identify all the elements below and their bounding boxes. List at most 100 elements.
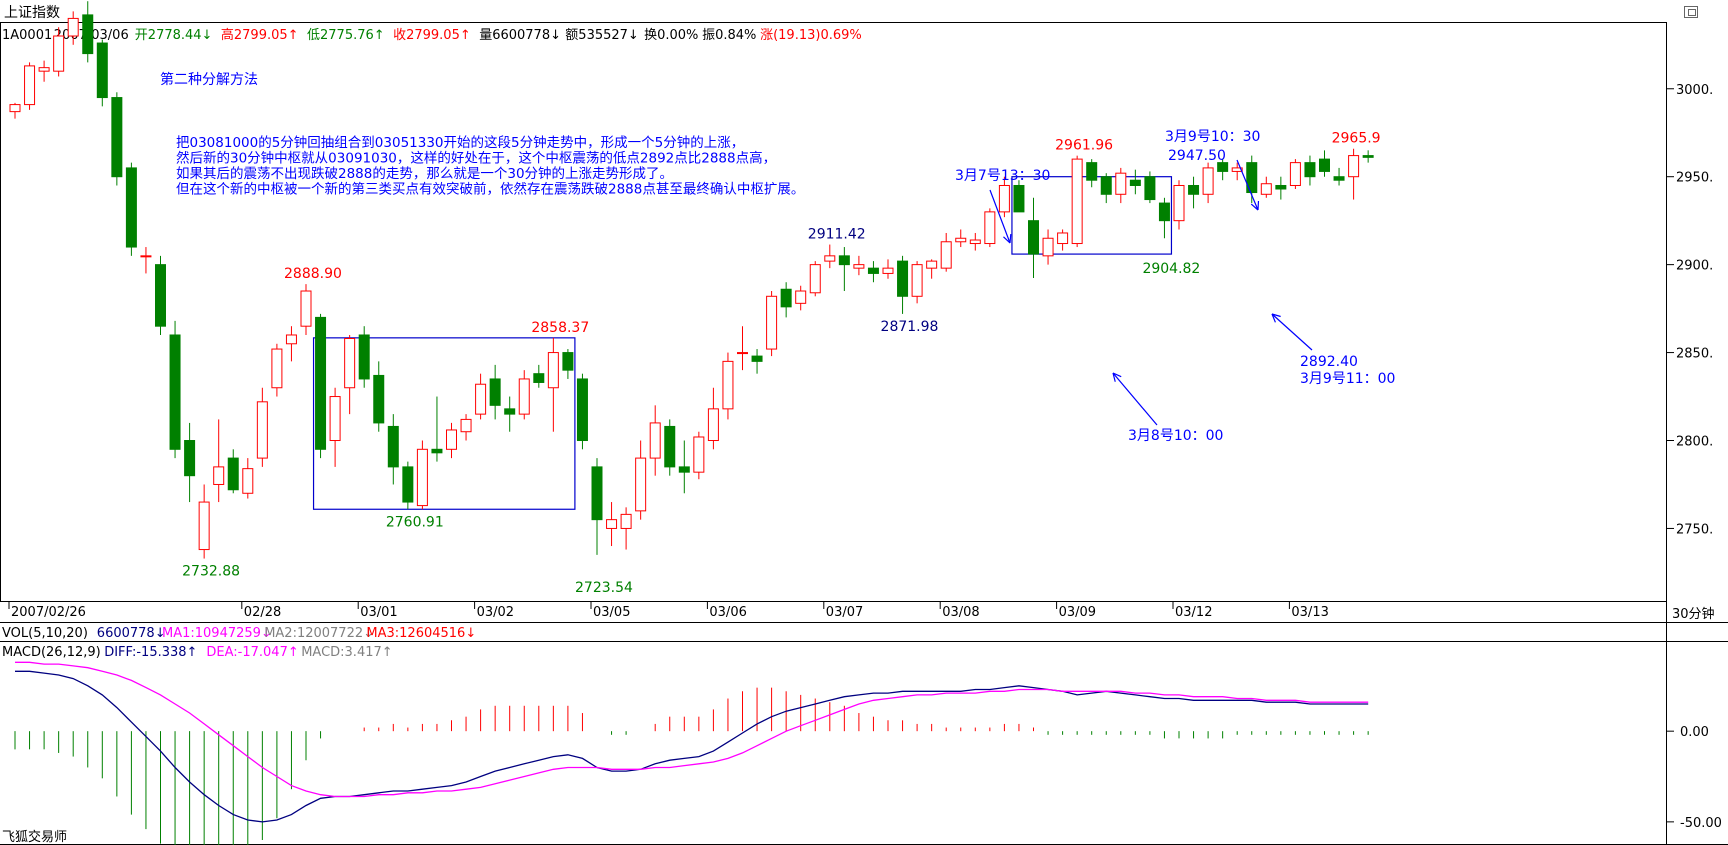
price-label: 2723.54 <box>575 580 633 596</box>
candle-body <box>649 422 661 459</box>
candle-body <box>198 501 210 551</box>
candle-body <box>1013 184 1025 213</box>
quote-item-0: 1A0001 <box>2 28 52 43</box>
vol-indicator-bar: VOL(5,10,20) 6600778↓MA1:10947259↓MA2:120… <box>2 626 476 641</box>
candle-body <box>664 425 676 468</box>
candle-body <box>1319 158 1330 172</box>
candle-body <box>1188 184 1200 195</box>
candle-body <box>67 17 79 37</box>
price-label: 2760.91 <box>386 514 444 530</box>
candle-body <box>402 466 414 503</box>
candle-body <box>504 408 516 415</box>
candle-body <box>416 448 428 507</box>
candle-body <box>1246 162 1258 194</box>
candle-body <box>1129 179 1141 186</box>
period-label[interactable]: 30分钟 <box>1672 607 1715 622</box>
time-axis: 2007/02/26 02/28 03/01 03/02 03/05 03/06 03/07… <box>8 601 1329 620</box>
candle-body <box>1289 162 1301 186</box>
candle-body <box>431 448 443 454</box>
vol-item-2: MA1:10947259↓ <box>162 626 272 641</box>
candle-body <box>1362 155 1374 158</box>
callout-arrow-0-head <box>1003 233 1012 244</box>
candle-body <box>1217 162 1229 172</box>
window-restore-icon[interactable] <box>1684 6 1698 18</box>
candle-body <box>24 65 36 106</box>
callout-arrow-2 <box>1236 159 1259 211</box>
candle-body <box>1202 167 1214 195</box>
candle-body <box>227 457 239 491</box>
callout-arrow-4 <box>1271 313 1313 351</box>
xtick-label: 03/06 <box>709 605 746 620</box>
xtick-label: 2007/02/26 <box>11 605 86 620</box>
candle-body <box>38 67 50 72</box>
candle-body <box>518 378 530 415</box>
candle-body <box>53 35 65 72</box>
macd-panel: MACD(26,12,9) DIFF:-15.338↑ DEA:-17.047↑ MA… <box>2 645 1722 845</box>
callout-3: 2947.50 <box>1168 148 1226 164</box>
candle-body <box>489 378 501 406</box>
candle-body <box>1144 176 1156 201</box>
candle-body <box>838 255 850 266</box>
quote-header: 1A00012007/03/06开2778.44↓高2799.05↑低2775.… <box>2 27 862 43</box>
xtick-label: 03/02 <box>477 605 514 620</box>
candle-body <box>169 334 181 450</box>
candle-body <box>984 211 996 245</box>
xtick-label: 03/08 <box>942 605 979 620</box>
annotation-line-1: 然后新的30分钟中枢就从03091030，这样的好处在于，这个中枢震荡的低点28… <box>176 150 776 167</box>
candle-body <box>809 264 821 294</box>
macd-item-0: MACD(26,12,9) <box>2 645 101 660</box>
vol-item-0: VOL(5,10,20) <box>2 626 88 641</box>
macd-ytick-label: -50.00 <box>1680 816 1722 831</box>
candle-body <box>722 360 734 410</box>
candle-body <box>1042 237 1054 257</box>
candle-body <box>678 466 690 473</box>
candle-body <box>256 401 268 459</box>
price-label: 2904.82 <box>1142 261 1200 277</box>
candle-body <box>1086 162 1098 181</box>
candle-body <box>271 348 283 389</box>
candle-body <box>358 334 370 380</box>
candle-body <box>533 373 545 383</box>
xtick-label: 03/13 <box>1291 605 1328 620</box>
window-title: 上证指数 <box>4 5 60 21</box>
quote-item-3: 高2799.05↑ <box>221 27 299 43</box>
candle-body <box>780 288 792 308</box>
price-labels: 3049.772732.882888.902760.912858.372723.… <box>182 131 1381 596</box>
candle-body <box>635 457 647 512</box>
candle-body <box>125 167 137 248</box>
candle-body <box>1028 220 1039 255</box>
candle-body <box>1057 232 1069 245</box>
candle-body <box>1115 172 1127 195</box>
candle-body <box>184 440 196 477</box>
price-label: 2965.9 <box>1332 131 1381 147</box>
callout-arrow-1-head <box>1112 372 1122 382</box>
candle-body <box>606 519 618 529</box>
ytick-label: 2950. <box>1676 171 1713 186</box>
macd-line-diff <box>15 670 1369 823</box>
price-label: 2888.90 <box>284 266 342 282</box>
annotations: 第二种分解方法把03081000的5分钟回抽组合到03051330开始的这段5分… <box>160 71 1395 444</box>
candle-body <box>1348 155 1360 178</box>
candle-body <box>620 513 632 529</box>
annotation-title: 第二种分解方法 <box>160 71 258 88</box>
candle-body <box>853 264 865 269</box>
ytick-label: 2900. <box>1676 259 1713 274</box>
callout-arrow-1 <box>1112 372 1158 426</box>
price-label: 2858.37 <box>531 320 589 336</box>
candle-body <box>1231 167 1243 172</box>
candle-body <box>737 352 748 355</box>
vol-item-4: MA3:12604516↓ <box>366 626 476 641</box>
quote-item-2: 开2778.44↓ <box>135 28 213 43</box>
candle-body <box>969 239 981 245</box>
macd-line-dea <box>15 661 1369 798</box>
candle-body <box>285 334 297 345</box>
window-restore-icon-inner <box>1688 9 1696 16</box>
candle-body <box>751 355 763 362</box>
quote-item-6: 量6600778↓ <box>479 28 561 43</box>
xtick-label: 03/01 <box>360 605 397 620</box>
price-label: 2871.98 <box>881 319 939 335</box>
candle-body <box>562 352 574 371</box>
candle-body <box>155 264 166 327</box>
